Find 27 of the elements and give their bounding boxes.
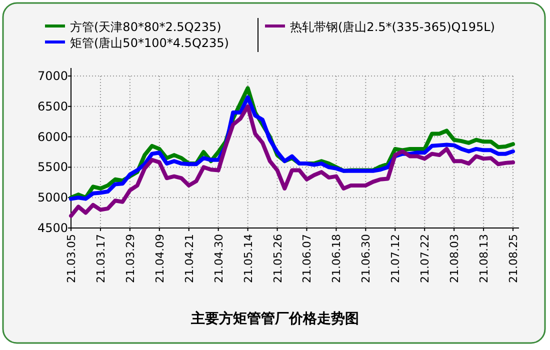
x-tick-label: 21.06.07 — [300, 234, 314, 283]
y-tick-label: 5500 — [37, 160, 68, 174]
legend-label: 矩管(唐山50*100*4.5Q235) — [70, 36, 229, 50]
y-tick-label: 7000 — [37, 69, 68, 83]
x-tick-label: 21.07.22 — [418, 234, 432, 283]
x-tick-label: 21.08.25 — [507, 234, 520, 283]
legend-label: 热轧带钢(唐山2.5*(335-365)Q195L) — [290, 20, 495, 34]
x-tick-label: 21.06.18 — [330, 234, 344, 283]
x-tick-label: 21.08.03 — [448, 234, 462, 283]
y-tick-label: 5000 — [37, 190, 68, 205]
y-tick-label: 4500 — [37, 221, 68, 235]
x-tick-label: 21.06.30 — [360, 234, 373, 283]
legend-label: 方管(天津80*80*2.5Q235) — [70, 20, 222, 34]
y-tick-label: 6500 — [37, 99, 68, 114]
y-tick-label: 6000 — [37, 130, 68, 144]
x-tick-label: 21.04.30 — [212, 234, 226, 283]
x-tick-label: 21.03.05 — [65, 234, 78, 283]
x-tick-label: 21.04.09 — [153, 234, 166, 283]
x-tick-label: 21.03.29 — [124, 234, 137, 283]
x-tick-label: 21.07.12 — [389, 234, 402, 283]
text: 主要方矩管管厂价格走势图 — [190, 310, 359, 327]
x-tick-label: 21.04.21 — [182, 234, 196, 283]
x-tick-label: 21.08.13 — [478, 234, 491, 283]
line-series — [69, 104, 515, 218]
x-tick-label: 21.03.17 — [94, 234, 108, 283]
x-tick-label: 21.05.26 — [271, 234, 284, 283]
x-tick-label: 21.05.14 — [242, 234, 255, 283]
